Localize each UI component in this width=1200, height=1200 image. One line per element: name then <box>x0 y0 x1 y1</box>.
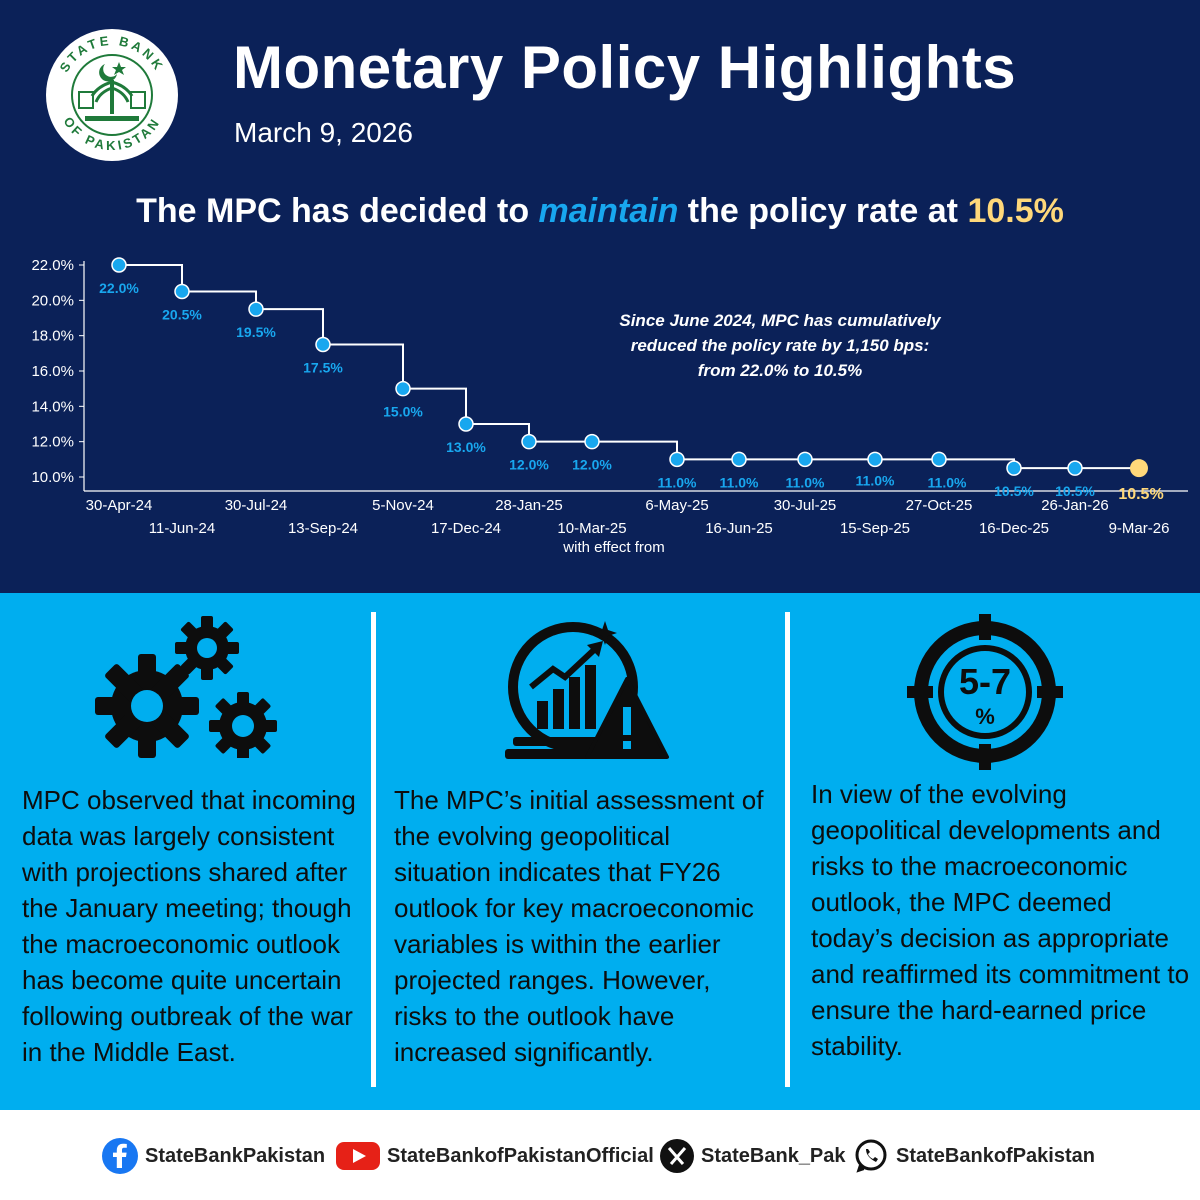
x-tick-label: 9-Mar-26 <box>1109 520 1170 537</box>
youtube-handle: StateBankofPakistanOfficial <box>387 1144 654 1167</box>
x-tick-label: 28-Jan-25 <box>495 497 563 514</box>
data-label: 10.5% <box>1055 483 1095 499</box>
data-point <box>111 257 127 273</box>
data-label: 11.0% <box>658 474 697 490</box>
y-tick-label: 12.0% <box>31 434 74 451</box>
y-tick-label: 20.0% <box>31 292 74 309</box>
data-point <box>731 451 747 468</box>
y-tick-label: 10.0% <box>31 469 74 486</box>
data-label: 17.5% <box>303 360 343 376</box>
target-icon: 5-7 % <box>907 614 1063 770</box>
x-tick-label: 30-Jul-25 <box>774 497 837 514</box>
data-point <box>521 433 537 450</box>
facebook-icon <box>102 1138 138 1174</box>
facebook-handle: StateBankPakistan <box>145 1144 326 1167</box>
column-3-text: In view of the evolving geopolitical dev… <box>811 779 1190 1061</box>
headline-rate: 10.5% <box>967 192 1064 230</box>
y-tick-label: 22.0% <box>31 257 74 274</box>
headline-part2: the policy rate at <box>678 192 968 230</box>
data-point <box>1067 460 1083 476</box>
youtube-icon <box>336 1142 380 1170</box>
crystal-ball-warning-icon <box>505 621 669 759</box>
column-divider <box>785 612 790 1087</box>
y-tick-label: 14.0% <box>31 398 74 415</box>
data-label: 19.5% <box>236 324 276 340</box>
annotation-line-2: reduced the policy rate by 1,150 bps: <box>630 336 930 355</box>
annotation-line-1: Since June 2024, MPC has cumulatively <box>619 311 941 330</box>
data-point <box>315 336 331 353</box>
highlights-panel <box>0 593 1200 1110</box>
x-tick-label: 17-Dec-24 <box>431 520 501 537</box>
header-panel <box>0 0 1200 593</box>
data-point <box>395 380 411 397</box>
policy-headline: The MPC has decided to maintain the poli… <box>0 192 1200 231</box>
data-label: 13.0% <box>446 439 486 455</box>
target-range: 5-7 <box>959 661 1011 702</box>
x-tick-label: 16-Jun-25 <box>705 520 773 537</box>
whatsapp-link[interactable]: StateBankofPakistan <box>853 1138 1095 1174</box>
release-date: March 9, 2026 <box>234 117 413 148</box>
x-link[interactable]: StateBank_Pak <box>660 1138 846 1174</box>
x-logo-icon <box>660 1139 694 1173</box>
column-2-text: The MPC’s initial assessment of the evol… <box>394 785 764 1067</box>
data-label: 22.0% <box>99 280 139 296</box>
headline-part1: The MPC has decided to <box>136 192 539 230</box>
x-tick-label: 27-Oct-25 <box>906 497 973 514</box>
chart-annotation: Since June 2024, MPC has cumulatively re… <box>580 308 980 383</box>
headline-emphasis: maintain <box>538 192 679 230</box>
data-point <box>1006 460 1022 476</box>
data-point <box>867 451 883 468</box>
y-tick-label: 18.0% <box>31 328 74 345</box>
column-divider <box>371 612 376 1087</box>
data-point <box>931 451 947 468</box>
data-label: 11.0% <box>928 474 967 490</box>
data-label: 10.5% <box>994 483 1034 499</box>
x-tick-label: 13-Sep-24 <box>288 520 358 537</box>
data-point <box>458 416 474 432</box>
x-handle: StateBank_Pak <box>701 1144 846 1167</box>
sbp-seal-logo: STATE BANK OF PAKISTAN <box>46 29 178 161</box>
data-label: 12.0% <box>572 457 612 473</box>
data-point <box>248 301 264 317</box>
data-label: 12.0% <box>509 457 549 473</box>
whatsapp-icon <box>855 1139 887 1173</box>
x-tick-label: 16-Dec-25 <box>979 520 1049 537</box>
page-title: Monetary Policy Highlights <box>233 34 1017 101</box>
gears-icon <box>95 616 277 758</box>
x-tick-label: 10-Mar-25 <box>557 520 626 537</box>
annotation-line-3: from 22.0% to 10.5% <box>697 361 863 380</box>
facebook-link[interactable]: StateBankPakistan <box>102 1138 325 1174</box>
data-label: 11.0% <box>786 474 825 490</box>
data-point <box>1130 459 1148 478</box>
data-label: 11.0% <box>720 474 759 490</box>
data-label: 15.0% <box>383 404 423 420</box>
column-1-text: MPC observed that incoming data was larg… <box>22 785 356 1067</box>
y-tick-label: 16.0% <box>31 363 74 380</box>
data-point <box>797 451 813 468</box>
whatsapp-handle: StateBankofPakistan <box>896 1144 1095 1167</box>
target-unit: % <box>975 704 995 729</box>
youtube-link[interactable]: StateBankofPakistanOfficial <box>336 1138 654 1174</box>
data-point <box>174 283 190 300</box>
data-point <box>584 433 600 450</box>
x-tick-label: 11-Jun-24 <box>149 520 215 537</box>
x-tick-label: 15-Sep-25 <box>840 520 910 537</box>
x-axis-label: with effect from <box>562 539 664 556</box>
x-tick-label: 30-Apr-24 <box>86 497 153 514</box>
footer-bar <box>0 1110 1200 1200</box>
x-tick-label: 6-May-25 <box>645 497 708 514</box>
x-tick-label: 5-Nov-24 <box>372 497 434 514</box>
x-tick-label: 30-Jul-24 <box>225 497 288 514</box>
data-label: 11.0% <box>856 472 895 488</box>
data-label: 10.5% <box>1118 486 1163 503</box>
policy-rate-chart: 22.0% 20.0% 18.0% 16.0% 14.0% 12.0% 10.0% 30-Ap… <box>31 257 1188 556</box>
x-tick-label: 26-Jan-26 <box>1041 497 1109 514</box>
data-point <box>669 451 685 468</box>
data-label: 20.5% <box>162 307 202 323</box>
